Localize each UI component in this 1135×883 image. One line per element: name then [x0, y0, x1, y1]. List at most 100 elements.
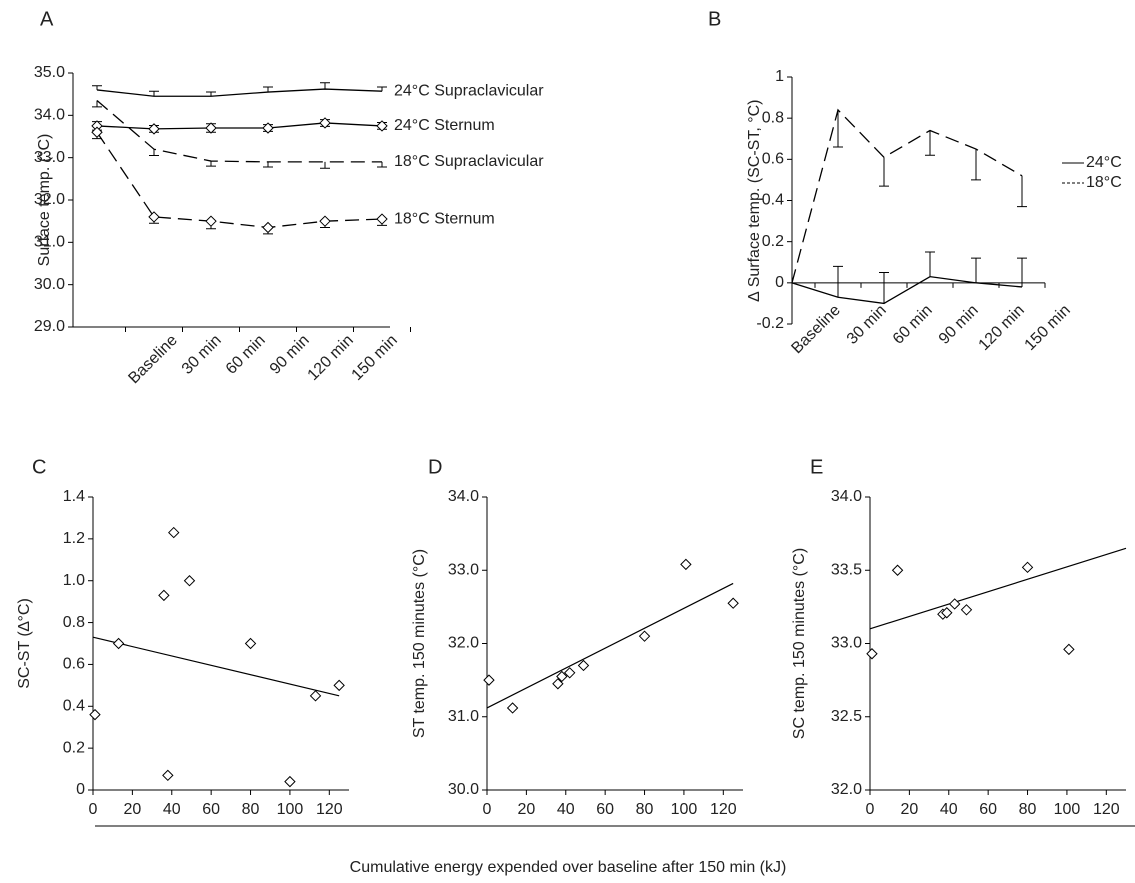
point-marker — [727, 597, 739, 609]
x-tick-label: 20 — [123, 801, 141, 818]
error-bar — [92, 100, 102, 108]
series-line — [96, 100, 382, 163]
y-tick-label: 1.2 — [63, 530, 85, 547]
point-marker — [309, 690, 322, 702]
point-marker — [89, 708, 101, 721]
series-line — [96, 131, 383, 229]
error-bar — [320, 161, 330, 169]
panel-letter: A — [40, 8, 54, 30]
x-tick-label: Baseline — [788, 302, 844, 358]
point-marker — [112, 637, 125, 650]
x-tick-label: 120 min — [976, 302, 1028, 354]
y-axis-label: ST temp. 150 minutes (°C) — [411, 549, 428, 738]
y-tick-label: 32.0 — [448, 635, 479, 652]
error-bar — [377, 161, 387, 168]
x-tick-label: 0 — [483, 801, 492, 818]
trend-line — [92, 636, 340, 697]
point-marker — [319, 215, 331, 227]
y-tick-label: 33.5 — [831, 561, 862, 578]
y-tick-label: -0.2 — [756, 315, 784, 332]
series-label: 24°C Sternum — [394, 117, 495, 134]
y-tick-label: 32.0 — [34, 191, 65, 208]
point-marker — [556, 670, 568, 683]
panel-letter: C — [32, 456, 46, 478]
error-bar — [925, 251, 935, 277]
point-marker — [158, 589, 170, 602]
error-bar — [833, 109, 843, 148]
point-marker — [891, 564, 904, 576]
point-marker — [866, 648, 878, 660]
x-tick-label: 90 min — [936, 302, 982, 348]
y-tick-label: 1.4 — [63, 488, 85, 505]
x-tick-label: 120 min — [305, 332, 357, 384]
y-tick-label: 32.5 — [831, 708, 862, 725]
error-bar — [206, 161, 216, 167]
error-bar — [320, 82, 330, 90]
trend-line — [869, 547, 1127, 630]
y-tick-label: 30.0 — [448, 781, 479, 798]
y-tick-label: 30.0 — [34, 276, 65, 293]
y-tick-label: 33.0 — [831, 635, 862, 652]
point-marker — [148, 211, 160, 223]
x-tick-label: 40 — [163, 801, 181, 818]
x-tick-label: 40 — [940, 801, 958, 818]
point-marker — [948, 598, 961, 610]
panel-letter: B — [708, 8, 721, 30]
x-tick-label: 150 min — [1022, 302, 1074, 354]
point-marker — [483, 674, 495, 686]
point-marker — [638, 630, 651, 642]
point-marker — [376, 213, 388, 225]
point-marker — [564, 667, 576, 679]
legend-label: 18°C — [1086, 174, 1122, 191]
x-tick-label: 60 — [596, 801, 614, 818]
x-tick-label: 80 — [636, 801, 654, 818]
error-bar — [879, 157, 889, 187]
error-bar — [263, 161, 273, 168]
x-tick-label: 0 — [89, 801, 98, 818]
error-bar — [263, 86, 273, 93]
y-tick-label: 0.2 — [63, 739, 85, 756]
y-tick-label: 0.4 — [63, 698, 85, 715]
y-tick-label: 31.0 — [448, 708, 479, 725]
panel-letter: E — [810, 456, 823, 478]
point-marker — [284, 775, 296, 788]
y-tick-label: 34.0 — [831, 488, 862, 505]
x-tick-label: 80 — [242, 801, 260, 818]
x-tick-label: 60 min — [223, 332, 269, 378]
error-bar — [377, 86, 387, 92]
shared-x-axis-label: Cumulative energy expended over baseline… — [350, 859, 787, 876]
point-marker — [168, 526, 180, 539]
error-bar — [1017, 257, 1027, 287]
point-marker — [162, 769, 174, 782]
error-bar — [879, 272, 889, 304]
y-tick-label: 32.0 — [831, 781, 862, 798]
y-tick-label: 0.6 — [762, 151, 784, 168]
point-marker — [205, 122, 217, 134]
series-label: 18°C Sternum — [394, 210, 495, 227]
x-tick-label: 30 min — [179, 332, 225, 378]
point-marker — [333, 679, 345, 692]
x-tick-label: 60 — [979, 801, 997, 818]
x-tick-label: 40 — [557, 801, 575, 818]
y-axis-label: Surface temp. (°C) — [36, 134, 53, 267]
y-axis-label: ∆ Surface temp. (SC-ST, °C) — [746, 99, 763, 301]
point-marker — [376, 120, 388, 132]
point-marker — [262, 122, 274, 134]
y-tick-label: 35.0 — [34, 64, 65, 81]
error-bar — [149, 149, 159, 157]
series-line — [791, 108, 1023, 284]
trend-line — [486, 582, 734, 709]
series-line — [791, 275, 1023, 305]
x-tick-label: 60 — [202, 801, 220, 818]
error-bar — [149, 90, 159, 97]
y-tick-label: 1 — [775, 68, 784, 85]
y-tick-label: 31.0 — [34, 234, 65, 251]
series-line — [96, 88, 383, 97]
x-tick-label: 100 — [277, 801, 304, 818]
y-tick-label: 0.6 — [63, 656, 85, 673]
y-tick-label: 0.4 — [762, 192, 784, 209]
point-marker — [205, 215, 217, 227]
series-label: 24°C Supraclavicular — [394, 82, 544, 99]
x-tick-label: 100 — [671, 801, 698, 818]
